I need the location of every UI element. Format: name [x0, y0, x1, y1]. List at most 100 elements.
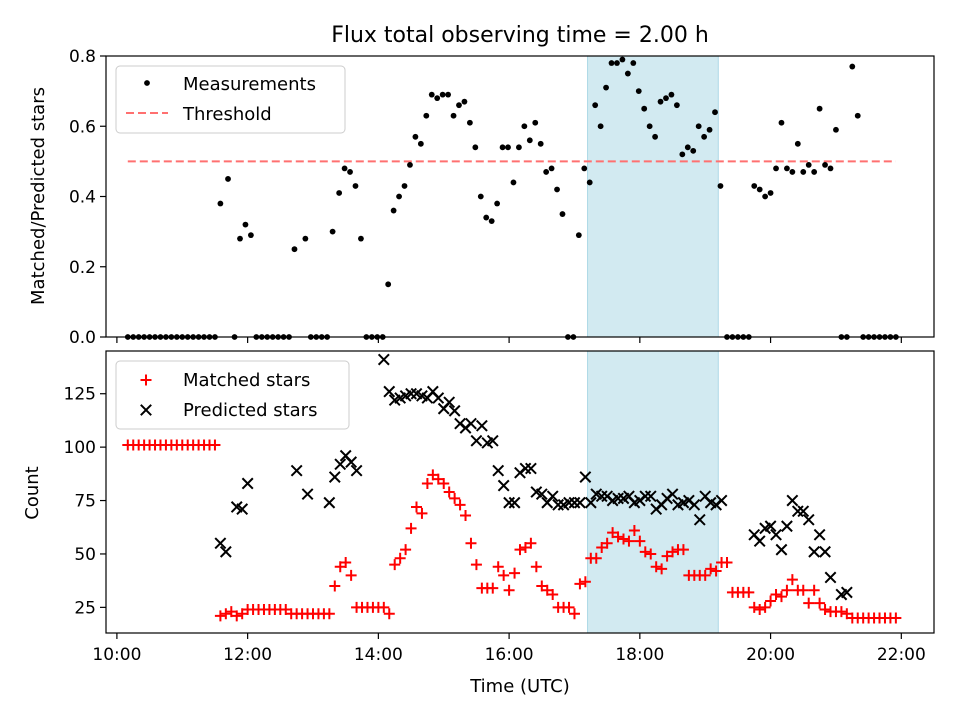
matched-star-point [705, 563, 717, 575]
y-tick-label: 0.8 [69, 47, 96, 67]
predicted-star-point [666, 488, 679, 501]
predicted-star-point [791, 505, 804, 518]
matched-star-point [487, 582, 499, 594]
measurement-point [477, 193, 484, 200]
x-tick-label: 22:00 [877, 645, 926, 665]
predicted-star-point [475, 419, 488, 432]
bottom-legend: Matched stars Predicted stars [115, 360, 350, 430]
highlight-span [587, 55, 719, 338]
bottom-y-axis-label: Count [22, 466, 43, 519]
measurement-point [390, 207, 397, 214]
measurement-point [789, 169, 796, 175]
measurement-point [537, 140, 544, 147]
matched-star-point [214, 610, 226, 622]
predicted-star-point [786, 494, 799, 507]
predicted-star-point [334, 458, 347, 471]
y-tick-label: 0.6 [69, 117, 96, 137]
matched-star-point [890, 612, 902, 624]
predicted-star-point [470, 434, 483, 447]
legend-predicted-label: Predicted stars [183, 400, 317, 421]
measurement-point [646, 123, 653, 130]
matched-star-point [612, 531, 624, 543]
matched-star-point [579, 576, 591, 588]
y-tick-label: 0.2 [69, 258, 96, 278]
legend-matched-marker [140, 374, 152, 386]
matched-star-point [786, 574, 798, 586]
predicted-star-point [290, 464, 303, 477]
measurement-point [352, 183, 359, 189]
measurement-point [854, 112, 861, 119]
y-tick-label: 75 [74, 492, 96, 512]
measurement-point [695, 123, 702, 130]
matched-star-point [345, 569, 357, 581]
predicted-star-point [568, 496, 581, 509]
measurement-point [767, 190, 774, 196]
measurement-point [614, 60, 620, 66]
measurement-point [641, 105, 648, 112]
top-y-axis-label: Matched/Predicted stars [28, 87, 49, 305]
matched-star-point [530, 561, 542, 573]
measurement-point [358, 235, 364, 242]
measurement-point [805, 161, 812, 168]
predicted-star-point [345, 456, 358, 468]
matched-star-point [808, 584, 820, 596]
plot-frame [105, 350, 935, 634]
predicted-star-point [448, 404, 461, 417]
matched-star-point [797, 584, 809, 596]
measurement-point [554, 186, 560, 193]
predicted-star-point [443, 396, 456, 409]
measurement-point [510, 179, 517, 186]
y-tick-label: 125 [64, 385, 96, 405]
measurement-point [784, 165, 790, 172]
measurement-point [472, 144, 479, 151]
measurement-point [423, 112, 430, 119]
measurement-point [597, 123, 604, 130]
predicted-star-point [497, 479, 510, 492]
measurement-point [488, 218, 495, 224]
measurement-point [396, 193, 402, 200]
predicted-star-point [808, 545, 821, 558]
predicted-star-point [563, 496, 575, 509]
matched-star-point [503, 584, 515, 596]
measurement-point [417, 140, 424, 147]
measurement-point [624, 70, 631, 77]
predicted-star-point [612, 492, 624, 505]
predicted-star-point [693, 513, 706, 526]
matched-star-point [220, 608, 232, 620]
predicted-star-point [377, 353, 390, 366]
matched-star-point [470, 559, 482, 571]
measurement-point [816, 105, 823, 112]
legend-predicted-marker [140, 404, 152, 416]
measurement-point [603, 84, 609, 91]
predicted-star-point [764, 520, 777, 533]
matched-star-point [411, 501, 422, 513]
measurement-point [407, 161, 413, 168]
x-axis-label: Time (UTC) [469, 676, 570, 697]
matched-star-point [383, 608, 395, 620]
matched-star-point [231, 610, 243, 622]
predicted-star-point [241, 477, 254, 490]
y-tick-label: 100 [64, 438, 96, 458]
matched-star-point [574, 578, 586, 590]
measurement-point [684, 144, 691, 151]
matched-star-point [628, 524, 640, 536]
matched-star-point [618, 533, 629, 545]
measurement-point [581, 165, 588, 172]
measurement-point [630, 60, 637, 66]
measurement-point [385, 281, 392, 288]
y-tick-label: 25 [74, 598, 96, 618]
predicted-star-point [824, 571, 837, 584]
predicted-star-point [465, 417, 477, 430]
predicted-star-point [383, 385, 396, 398]
measurement-point [532, 119, 539, 126]
measurement-point [505, 144, 511, 151]
matched-star-point [323, 608, 335, 620]
measurement-point [434, 95, 441, 102]
matched-star-point [492, 561, 504, 573]
matched-star-point [743, 586, 755, 598]
predicted-star-point [350, 464, 363, 477]
matched-star-point [775, 591, 787, 603]
measurement-point [635, 88, 642, 95]
matched-star-point [378, 601, 390, 613]
predicted-star-point [819, 545, 831, 558]
